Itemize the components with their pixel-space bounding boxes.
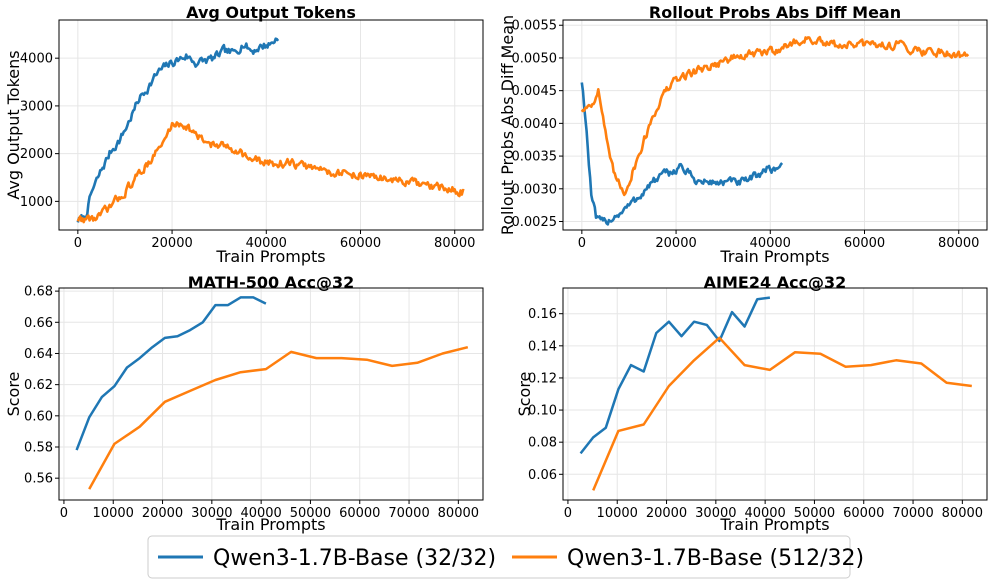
x-tick-label: 80000 xyxy=(438,506,479,521)
y-tick-label: 2000 xyxy=(20,147,53,162)
y-tick-label: 0.0040 xyxy=(512,117,558,132)
y-axis-label: Avg Output Tokens xyxy=(4,50,23,199)
x-tick-label: 40000 xyxy=(750,236,791,251)
series-line-orange xyxy=(76,121,465,224)
y-tick-label: 0.60 xyxy=(24,409,53,424)
x-tick-label: 60000 xyxy=(843,506,884,521)
x-tick-label: 0 xyxy=(60,506,68,521)
series-line-orange xyxy=(592,336,972,491)
x-tick-label: 60000 xyxy=(844,236,885,251)
y-tick-label: 0.64 xyxy=(24,347,53,362)
y-tick-label: 0.06 xyxy=(528,468,557,483)
x-tick-label: 20000 xyxy=(142,506,183,521)
x-axis-label: Train Prompts xyxy=(215,515,325,534)
legend: Qwen3-1.7B-Base (32/32) Qwen3-1.7B-Base … xyxy=(147,535,864,579)
y-tick-label: 0.0050 xyxy=(512,51,558,66)
legend-label-orange: Qwen3-1.7B-Base (512/32) xyxy=(567,546,864,571)
x-tick-label: 10000 xyxy=(93,506,134,521)
y-tick-label: 0.58 xyxy=(24,441,53,456)
y-tick-label: 0.0025 xyxy=(512,215,558,230)
plot-frame xyxy=(562,19,988,231)
legend-frame xyxy=(147,535,851,579)
y-tick-label: 4000 xyxy=(20,52,53,67)
y-axis-label: Rollout Probs Abs Diff Mean xyxy=(498,15,517,235)
x-tick-label: 80000 xyxy=(938,236,979,251)
series-line-orange xyxy=(580,35,970,197)
series-line-blue xyxy=(75,296,267,451)
y-tick-label: 0.12 xyxy=(528,371,557,386)
y-tick-label: 0.0055 xyxy=(512,19,558,34)
chart-title: Avg Output Tokens xyxy=(186,3,356,22)
x-tick-label: 70000 xyxy=(892,506,933,521)
x-tick-label: 50000 xyxy=(794,506,835,521)
chart-title: MATH-500 Acc@32 xyxy=(188,273,355,292)
math500-acc-chart: 0 10000 20000 30000 40000 50000 60000 70000 8000… xyxy=(4,273,484,534)
plot-frame xyxy=(58,287,484,501)
plot-frame xyxy=(58,19,484,231)
x-tick-label: 30000 xyxy=(191,506,232,521)
x-tick-label: 60000 xyxy=(340,236,381,251)
x-tick-label: 60000 xyxy=(339,506,380,521)
y-axis-label: Score xyxy=(515,372,534,417)
x-tick-label: 0 xyxy=(564,506,572,521)
y-tick-label: 0.56 xyxy=(24,472,53,487)
x-tick-label: 20000 xyxy=(646,506,687,521)
avg-output-tokens-chart: 0 20000 40000 60000 800001000200030004000Avg… xyxy=(4,3,484,266)
y-tick-label: 0.66 xyxy=(24,316,53,331)
x-tick-label: 0 xyxy=(74,236,82,251)
y-tick-label: 0.10 xyxy=(528,404,557,419)
chart-title: AIME24 Acc@32 xyxy=(704,273,847,292)
x-tick-label: 40000 xyxy=(240,506,281,521)
series-line-blue xyxy=(579,296,771,455)
chart-title: Rollout Probs Abs Diff Mean xyxy=(649,3,901,22)
y-tick-label: 0.16 xyxy=(528,307,557,322)
series-line-orange xyxy=(88,345,469,490)
x-tick-label: 70000 xyxy=(388,506,429,521)
x-tick-label: 40000 xyxy=(246,236,287,251)
series-line-blue xyxy=(580,82,784,226)
x-tick-label: 30000 xyxy=(695,506,736,521)
rollout-probs-chart: 0 20000 40000 60000 80000 0.0025 0.0030 0.0035 0… xyxy=(498,3,988,266)
x-tick-label: 20000 xyxy=(151,236,192,251)
x-axis-label: Train Prompts xyxy=(719,515,829,534)
y-tick-label: 0.68 xyxy=(24,285,53,300)
y-tick-label: 3000 xyxy=(20,99,53,114)
x-tick-label: 0 xyxy=(578,236,586,251)
y-axis-label: Score xyxy=(4,372,23,417)
y-tick-label: 0.08 xyxy=(528,436,557,451)
y-tick-label: 0.0035 xyxy=(512,150,558,165)
x-tick-label: 80000 xyxy=(434,236,475,251)
x-tick-label: 10000 xyxy=(597,506,638,521)
y-tick-label: 0.62 xyxy=(24,378,53,393)
series-line-blue xyxy=(76,37,280,223)
x-tick-label: 20000 xyxy=(655,236,696,251)
x-tick-label: 80000 xyxy=(942,506,983,521)
aime24-acc-chart: 0 10000 20000 30000 40000 50000 60000 70000 8000… xyxy=(515,273,988,534)
y-tick-label: 0.0045 xyxy=(512,84,558,99)
x-axis-label: Train Prompts xyxy=(719,247,829,266)
x-tick-label: 40000 xyxy=(744,506,785,521)
y-tick-label: 1000 xyxy=(20,195,53,210)
legend-label-blue: Qwen3-1.7B-Base (32/32) xyxy=(213,546,496,571)
y-tick-label: 0.14 xyxy=(528,339,557,354)
x-tick-label: 50000 xyxy=(290,506,331,521)
plot-frame xyxy=(562,287,988,501)
y-tick-label: 0.0030 xyxy=(512,182,558,197)
x-axis-label: Train Prompts xyxy=(215,247,325,266)
